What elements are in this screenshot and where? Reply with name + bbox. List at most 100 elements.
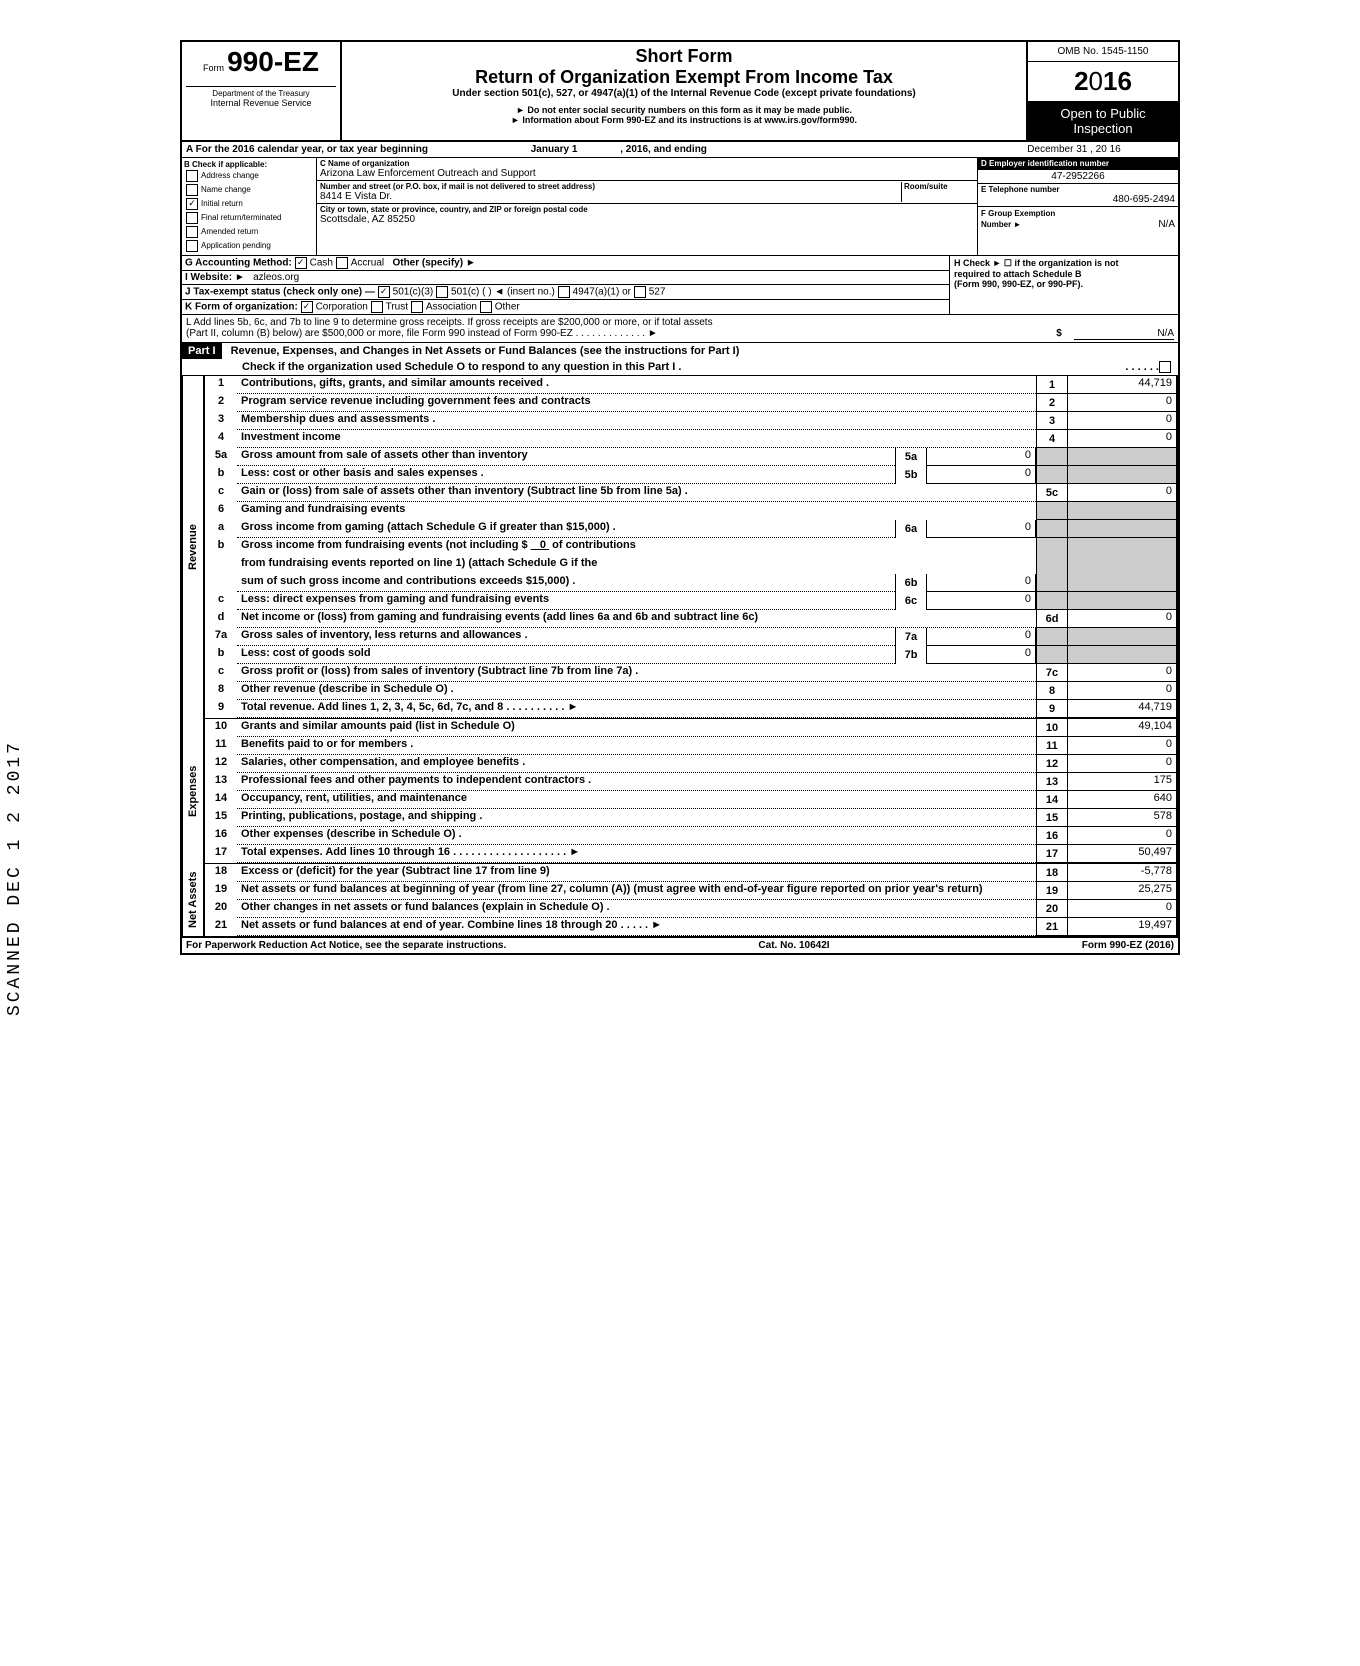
check-final[interactable]: Final return/terminated — [184, 211, 314, 225]
street: 8414 E Vista Dr. — [320, 191, 901, 202]
line-14-val: 640 — [1068, 791, 1176, 809]
row-i: I Website: ► azleos.org — [182, 271, 949, 285]
subtitle: Under section 501(c), 527, or 4947(a)(1)… — [346, 88, 1022, 99]
check-501c[interactable] — [436, 286, 448, 298]
revenue-label: Revenue — [182, 376, 203, 719]
form-header: Form 990-EZ Department of the Treasury I… — [180, 40, 1180, 142]
phone-label: E Telephone number — [981, 185, 1175, 194]
line-6a-val: 0 — [927, 520, 1036, 538]
group-num-label: Number ► — [981, 220, 1021, 229]
inspection-2: Inspection — [1032, 121, 1174, 136]
org-name: Arizona Law Enforcement Outreach and Sup… — [320, 168, 974, 179]
row-h: H Check ► ☐ if the organization is not r… — [949, 256, 1178, 314]
line-10-val: 49,104 — [1068, 719, 1176, 737]
netassets-label: Net Assets — [182, 864, 203, 936]
check-501c3[interactable]: ✓ — [378, 286, 390, 298]
section-b-label: B Check if applicable: — [184, 160, 314, 169]
line-6c-val: 0 — [927, 592, 1036, 610]
check-name[interactable]: Name change — [184, 183, 314, 197]
row-a-end: December 31 , 20 16 — [970, 142, 1178, 157]
street-label: Number and street (or P.O. box, if mail … — [320, 182, 901, 191]
section-bcd: B Check if applicable: Address change Na… — [180, 158, 1180, 256]
check-cash[interactable]: ✓ — [295, 257, 307, 269]
line-5b-val: 0 — [927, 466, 1036, 484]
line-5a-val: 0 — [927, 448, 1036, 466]
dept-treasury: Department of the Treasury — [186, 86, 336, 98]
form-number: 990-EZ — [227, 46, 319, 77]
row-l: L Add lines 5b, 6c, and 7b to line 9 to … — [180, 315, 1180, 343]
line-17-val: 50,497 — [1068, 845, 1176, 863]
row-j: J Tax-exempt status (check only one) — ✓… — [182, 285, 949, 300]
row-k: K Form of organization: ✓Corporation Tru… — [182, 300, 949, 314]
form-990ez: Form 990-EZ Department of the Treasury I… — [180, 40, 1180, 955]
group-label: F Group Exemption — [981, 209, 1055, 218]
line-1-val: 44,719 — [1068, 376, 1176, 394]
line-12-val: 0 — [1068, 755, 1176, 773]
line-18-val: -5,778 — [1068, 864, 1176, 882]
check-pending[interactable]: Application pending — [184, 239, 314, 253]
check-initial[interactable]: ✓Initial return — [184, 197, 314, 211]
main-title: Return of Organization Exempt From Incom… — [346, 67, 1022, 88]
warning-line: ► Do not enter social security numbers o… — [346, 105, 1022, 115]
line-7c-val: 0 — [1068, 664, 1176, 682]
line-7b-val: 0 — [927, 646, 1036, 664]
group-val: N/A — [1158, 219, 1175, 230]
line-20-val: 0 — [1068, 900, 1176, 918]
line-11-val: 0 — [1068, 737, 1176, 755]
footer: For Paperwork Reduction Act Notice, see … — [180, 938, 1180, 955]
part1-checkbox[interactable] — [1159, 361, 1171, 373]
line-15-val: 578 — [1068, 809, 1176, 827]
netassets-group: Net Assets 18Excess or (deficit) for the… — [180, 864, 1180, 938]
scanned-stamp: SCANNED DEC 1 2 2017 — [5, 740, 25, 1016]
title-center: Short Form Return of Organization Exempt… — [342, 42, 1028, 140]
line-7a-val: 0 — [927, 628, 1036, 646]
revenue-group: Revenue 1Contributions, gifts, grants, a… — [180, 376, 1180, 719]
check-4947[interactable] — [558, 286, 570, 298]
check-corp[interactable]: ✓ — [301, 301, 313, 313]
part1-title: Revenue, Expenses, and Changes in Net As… — [225, 345, 740, 357]
part1-header: Part I Revenue, Expenses, and Changes in… — [180, 343, 1180, 376]
footer-left: For Paperwork Reduction Act Notice, see … — [186, 940, 506, 951]
part1-check: Check if the organization used Schedule … — [242, 361, 1125, 373]
line-6b-val: 0 — [927, 574, 1036, 592]
section-b: B Check if applicable: Address change Na… — [182, 158, 317, 255]
info-line: ► Information about Form 990-EZ and its … — [346, 115, 1022, 125]
room-label: Room/suite — [904, 182, 974, 191]
line-4-val: 0 — [1068, 430, 1176, 448]
line-19-val: 25,275 — [1068, 882, 1176, 900]
row-g: G Accounting Method: ✓Cash Accrual Other… — [182, 256, 949, 271]
line-9-val: 44,719 — [1068, 700, 1176, 718]
inspection-1: Open to Public — [1032, 106, 1174, 121]
line-13-val: 175 — [1068, 773, 1176, 791]
footer-mid: Cat. No. 10642I — [758, 940, 829, 951]
city: Scottsdale, AZ 85250 — [320, 214, 974, 225]
tax-year: 20201616 — [1028, 62, 1178, 102]
row-a-begin: January 1 — [531, 144, 578, 155]
line-5c-val: 0 — [1068, 484, 1176, 502]
line-16-val: 0 — [1068, 827, 1176, 845]
section-d: D Employer identification number 47-2952… — [978, 158, 1178, 255]
part1-label: Part I — [182, 343, 222, 359]
omb-number: OMB No. 1545-1150 — [1028, 42, 1178, 62]
line-2-val: 0 — [1068, 394, 1176, 412]
form-prefix: Form — [203, 63, 224, 73]
check-address[interactable]: Address change — [184, 169, 314, 183]
check-527[interactable] — [634, 286, 646, 298]
line-8-val: 0 — [1068, 682, 1176, 700]
line-3-val: 0 — [1068, 412, 1176, 430]
check-assoc[interactable] — [411, 301, 423, 313]
check-other[interactable] — [480, 301, 492, 313]
check-amended[interactable]: Amended return — [184, 225, 314, 239]
check-accrual[interactable] — [336, 257, 348, 269]
check-trust[interactable] — [371, 301, 383, 313]
form-number-box: Form 990-EZ Department of the Treasury I… — [182, 42, 342, 140]
row-a-mid: , 2016, and ending — [620, 144, 707, 155]
short-form-label: Short Form — [346, 46, 1022, 67]
ein: 47-2952266 — [978, 170, 1178, 184]
dept-irs: Internal Revenue Service — [186, 98, 336, 108]
c-name-label: C Name of organization — [320, 159, 974, 168]
footer-right: Form 990-EZ (2016) — [1082, 940, 1174, 951]
expenses-group: Expenses 10Grants and similar amounts pa… — [180, 719, 1180, 864]
right-header-box: OMB No. 1545-1150 20201616 Open to Publi… — [1028, 42, 1178, 140]
row-a-label: A For the 2016 calendar year, or tax yea… — [186, 144, 428, 155]
